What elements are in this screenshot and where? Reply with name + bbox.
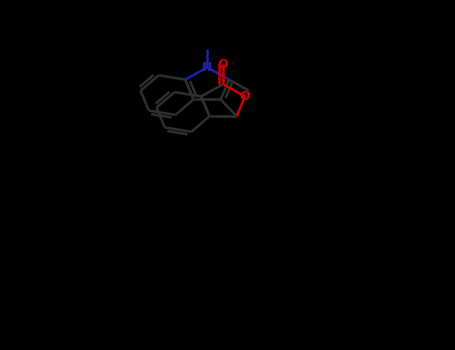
Text: O: O [240, 90, 250, 103]
Text: N: N [202, 61, 212, 74]
Text: O: O [218, 58, 228, 71]
